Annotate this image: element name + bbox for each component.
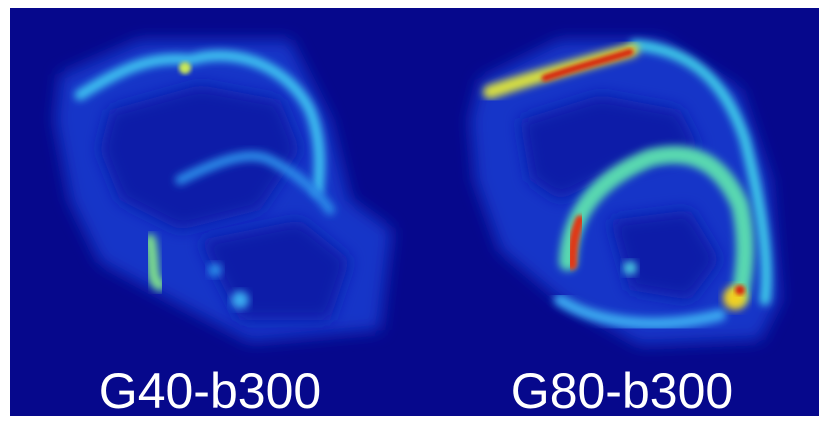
panel-label: G40-b300 [99,363,321,419]
page: G40-b300 G80-b300 (() => { const data = … [0,0,829,422]
panel-label: G80-b300 [511,363,733,419]
figure: G40-b300 G80-b300 [0,0,829,422]
